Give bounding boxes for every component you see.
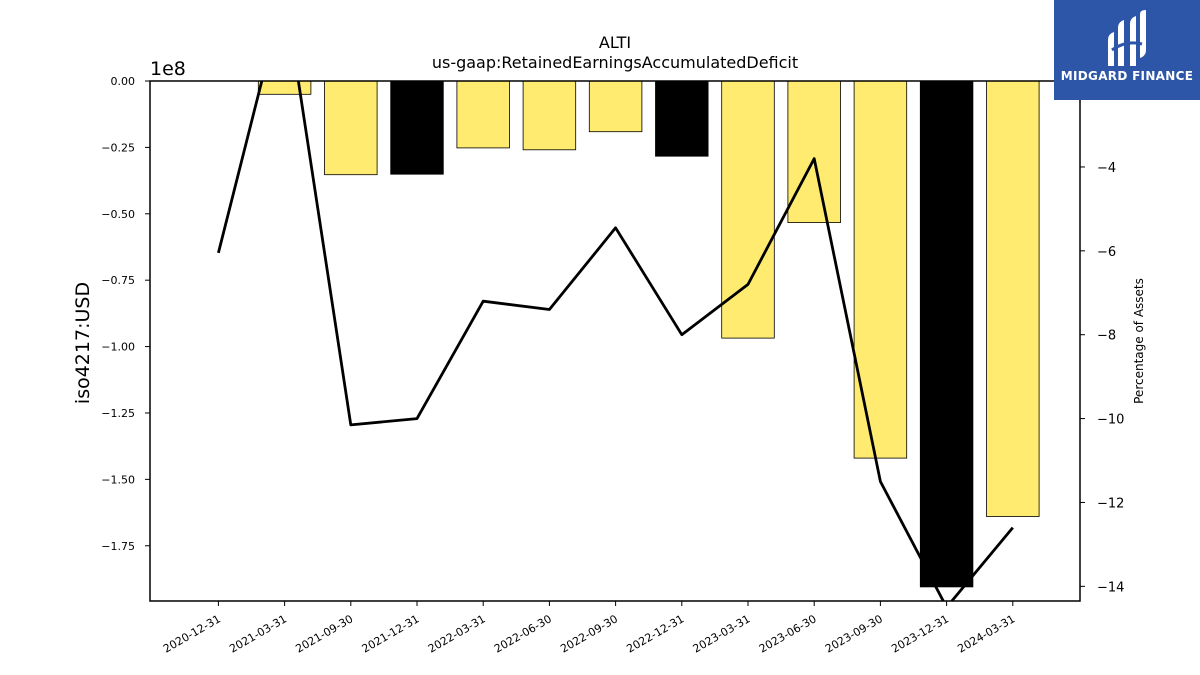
bar-2022-03-31 — [456, 80, 510, 149]
y-offset-label: 1e8 — [150, 58, 186, 80]
bars-layer — [257, 80, 1040, 588]
logo-text: MIDGARD FINANCE — [1060, 69, 1194, 83]
y-tick-label: −0.75 — [101, 274, 135, 287]
bar-2023-06-30 — [787, 80, 841, 224]
y2-tick-label: −10 — [1097, 413, 1124, 428]
bar-2022-09-30 — [588, 80, 643, 133]
x-tick-label: 2022-12-31 — [624, 612, 686, 655]
x-tick-label: 2023-09-30 — [823, 612, 885, 655]
line-series-percentage — [217, 81, 1014, 601]
y-tick-label: −1.25 — [101, 407, 135, 420]
y2-tick-label: −4 — [1097, 161, 1116, 176]
bar-2022-12-31 — [655, 80, 709, 157]
x-tick-label: 2022-09-30 — [558, 612, 620, 655]
x-tick-label: 2023-03-31 — [691, 612, 753, 655]
x-tick-label: 2020-12-31 — [161, 612, 223, 655]
bar-2023-03-31 — [721, 80, 775, 339]
y-tick-label: −0.50 — [101, 208, 135, 221]
y2-tick-label: −6 — [1097, 245, 1116, 260]
y2-axis-label: Percentage of Assets — [1132, 278, 1146, 404]
x-tick-label: 2023-12-31 — [889, 612, 951, 655]
bar-2024-03-31 — [986, 80, 1040, 517]
y-tick-label: 0.00 — [111, 75, 136, 88]
x-tick-label: 2023-06-30 — [757, 612, 819, 655]
x-tick-label: 2022-06-30 — [492, 612, 554, 655]
bar-2022-06-30 — [522, 80, 577, 151]
y-tick-label: −1.75 — [101, 540, 135, 553]
line-layer — [217, 81, 1014, 601]
bar-2021-09-30 — [324, 80, 378, 176]
x-tick-label: 2022-03-31 — [426, 612, 488, 655]
y-tick-label: −1.00 — [101, 341, 135, 354]
x-tick-label: 2021-12-31 — [360, 612, 422, 655]
plot-frame — [149, 80, 1081, 602]
midgard-logo-icon — [1108, 10, 1146, 66]
bar-2021-03-31 — [257, 80, 312, 95]
bar-2021-12-31 — [390, 80, 444, 175]
x-tick-label: 2024-03-31 — [955, 612, 1017, 655]
y-tick-label: −0.25 — [101, 141, 135, 154]
midgard-finance-logo: MIDGARD FINANCE — [1054, 0, 1200, 100]
y-tick-label: −1.50 — [101, 473, 135, 486]
x-tick-label: 2021-09-30 — [293, 612, 355, 655]
y2-tick-label: −12 — [1097, 496, 1124, 511]
chart-subtitle: us-gaap:RetainedEarningsAccumulatedDefic… — [432, 53, 798, 72]
y2-tick-label: −14 — [1097, 580, 1124, 595]
y-axis-label: iso4217:USD — [72, 282, 94, 404]
bar-2023-09-30 — [853, 80, 908, 459]
bar-2023-12-31 — [919, 80, 974, 588]
y2-tick-label: −8 — [1097, 329, 1116, 344]
x-tick-label: 2021-03-31 — [227, 612, 289, 655]
chart-title: ALTI — [599, 33, 631, 52]
